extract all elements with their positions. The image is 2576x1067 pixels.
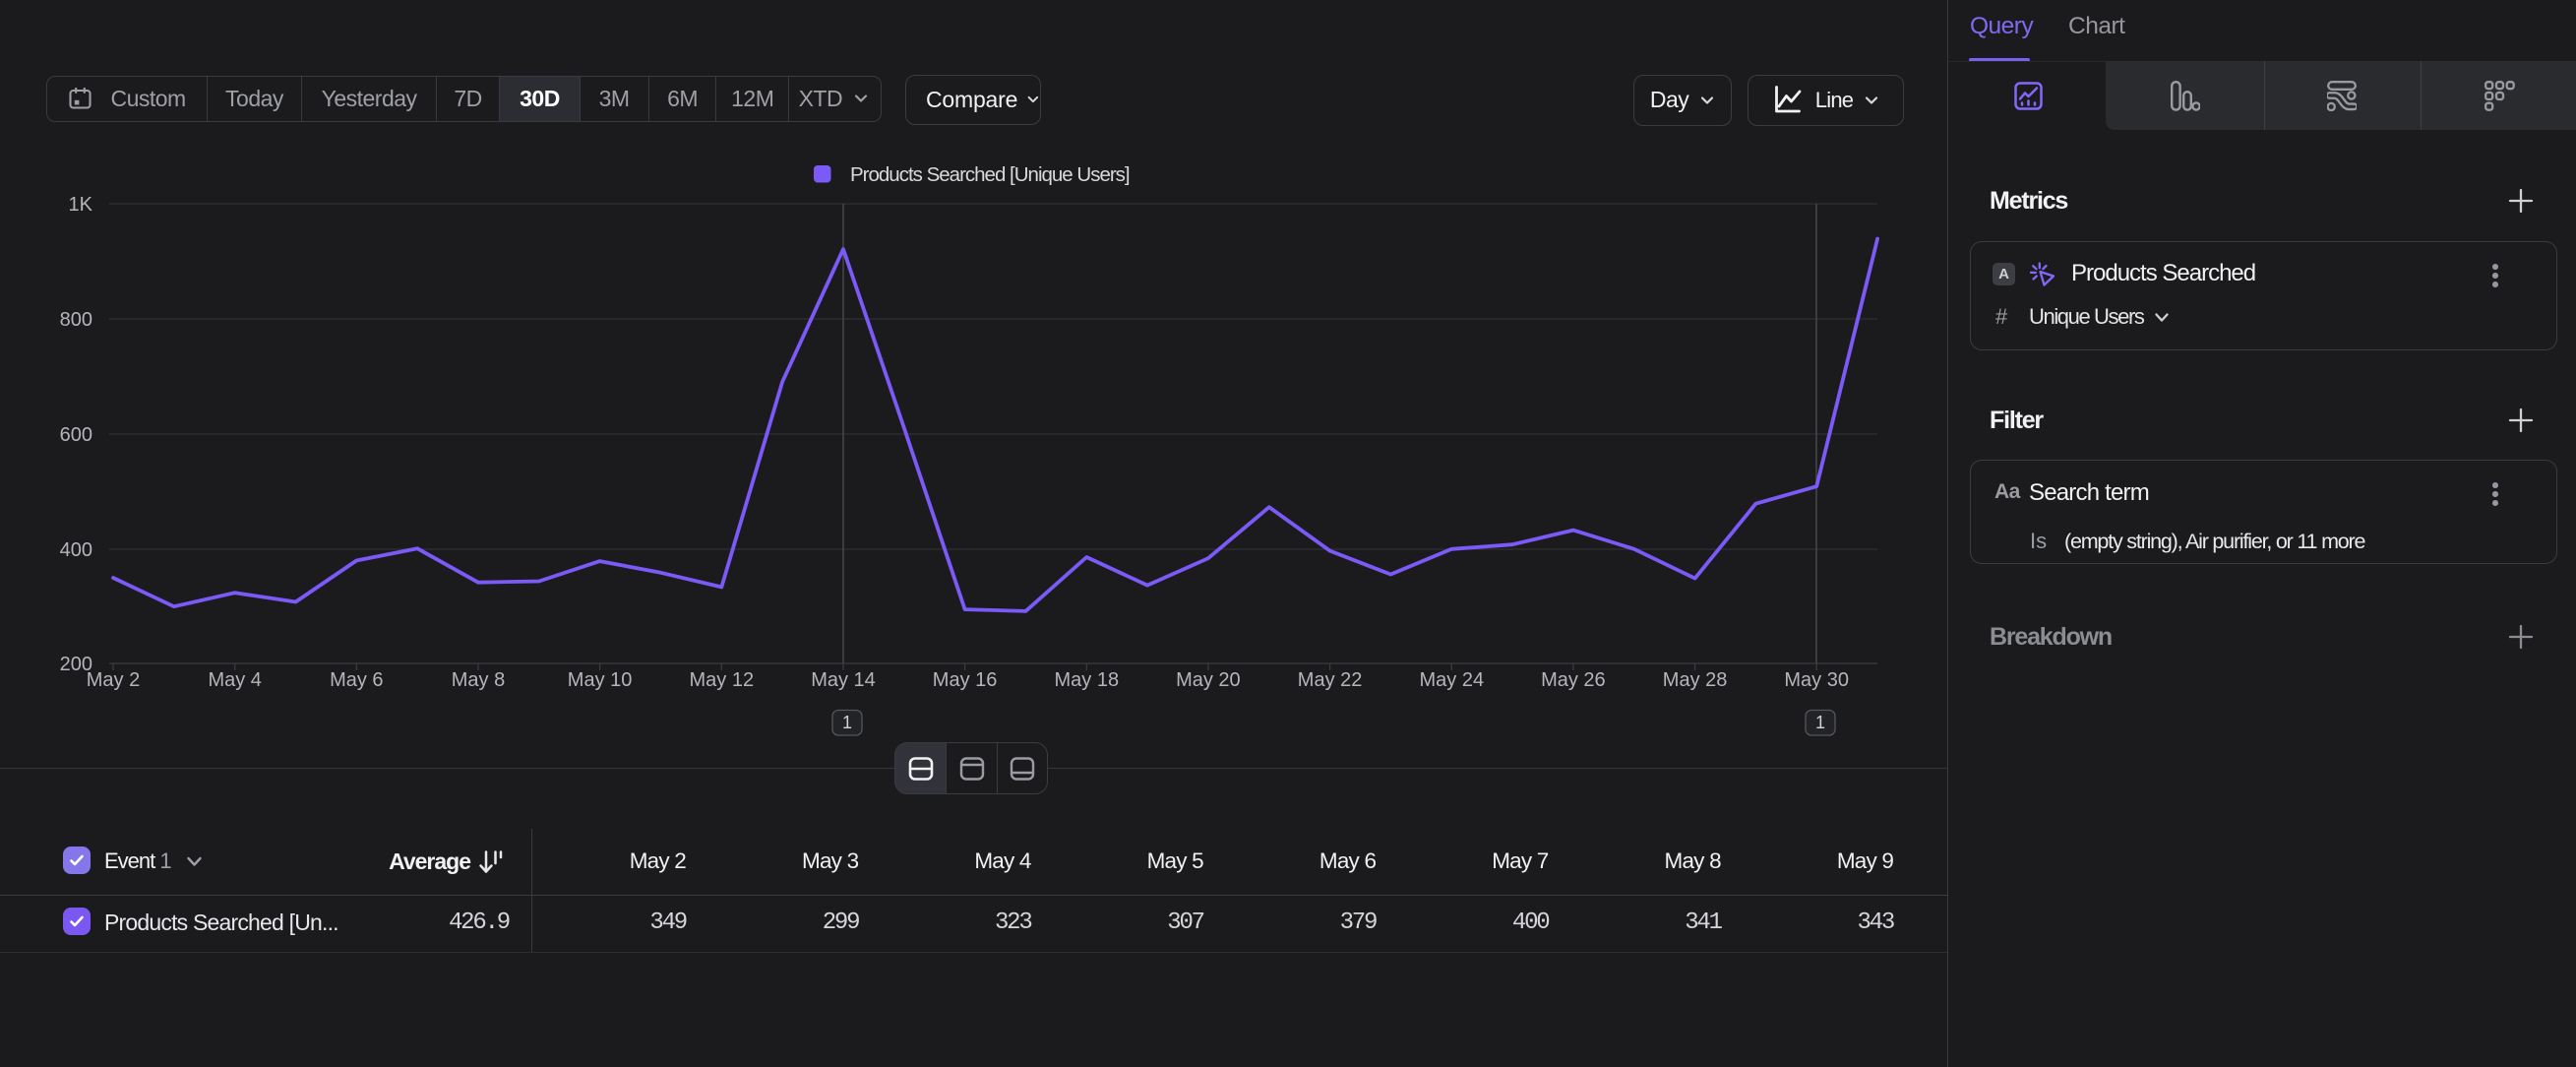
svg-text:May 20: May 20 xyxy=(1176,669,1241,691)
svg-text:800: 800 xyxy=(60,309,92,331)
svg-text:May 2: May 2 xyxy=(87,669,140,691)
svg-text:May 30: May 30 xyxy=(1784,669,1849,691)
svg-text:May 24: May 24 xyxy=(1420,669,1485,691)
svg-text:Products Searched [Unique User: Products Searched [Unique Users] xyxy=(850,163,1130,186)
svg-text:May 8: May 8 xyxy=(452,669,505,691)
svg-text:May 14: May 14 xyxy=(811,669,876,691)
svg-text:May 22: May 22 xyxy=(1298,669,1363,691)
svg-text:600: 600 xyxy=(60,424,92,446)
svg-text:May 18: May 18 xyxy=(1055,669,1120,691)
svg-text:1: 1 xyxy=(1815,713,1825,732)
svg-text:May 6: May 6 xyxy=(330,669,383,691)
svg-text:200: 200 xyxy=(60,654,92,675)
svg-text:1K: 1K xyxy=(69,194,93,216)
svg-text:400: 400 xyxy=(60,539,92,561)
svg-text:May 26: May 26 xyxy=(1541,669,1606,691)
svg-text:May 12: May 12 xyxy=(690,669,755,691)
svg-text:May 16: May 16 xyxy=(933,669,998,691)
svg-text:May 10: May 10 xyxy=(568,669,633,691)
svg-text:1: 1 xyxy=(842,713,852,732)
svg-text:May 4: May 4 xyxy=(208,669,261,691)
svg-text:May 28: May 28 xyxy=(1663,669,1728,691)
